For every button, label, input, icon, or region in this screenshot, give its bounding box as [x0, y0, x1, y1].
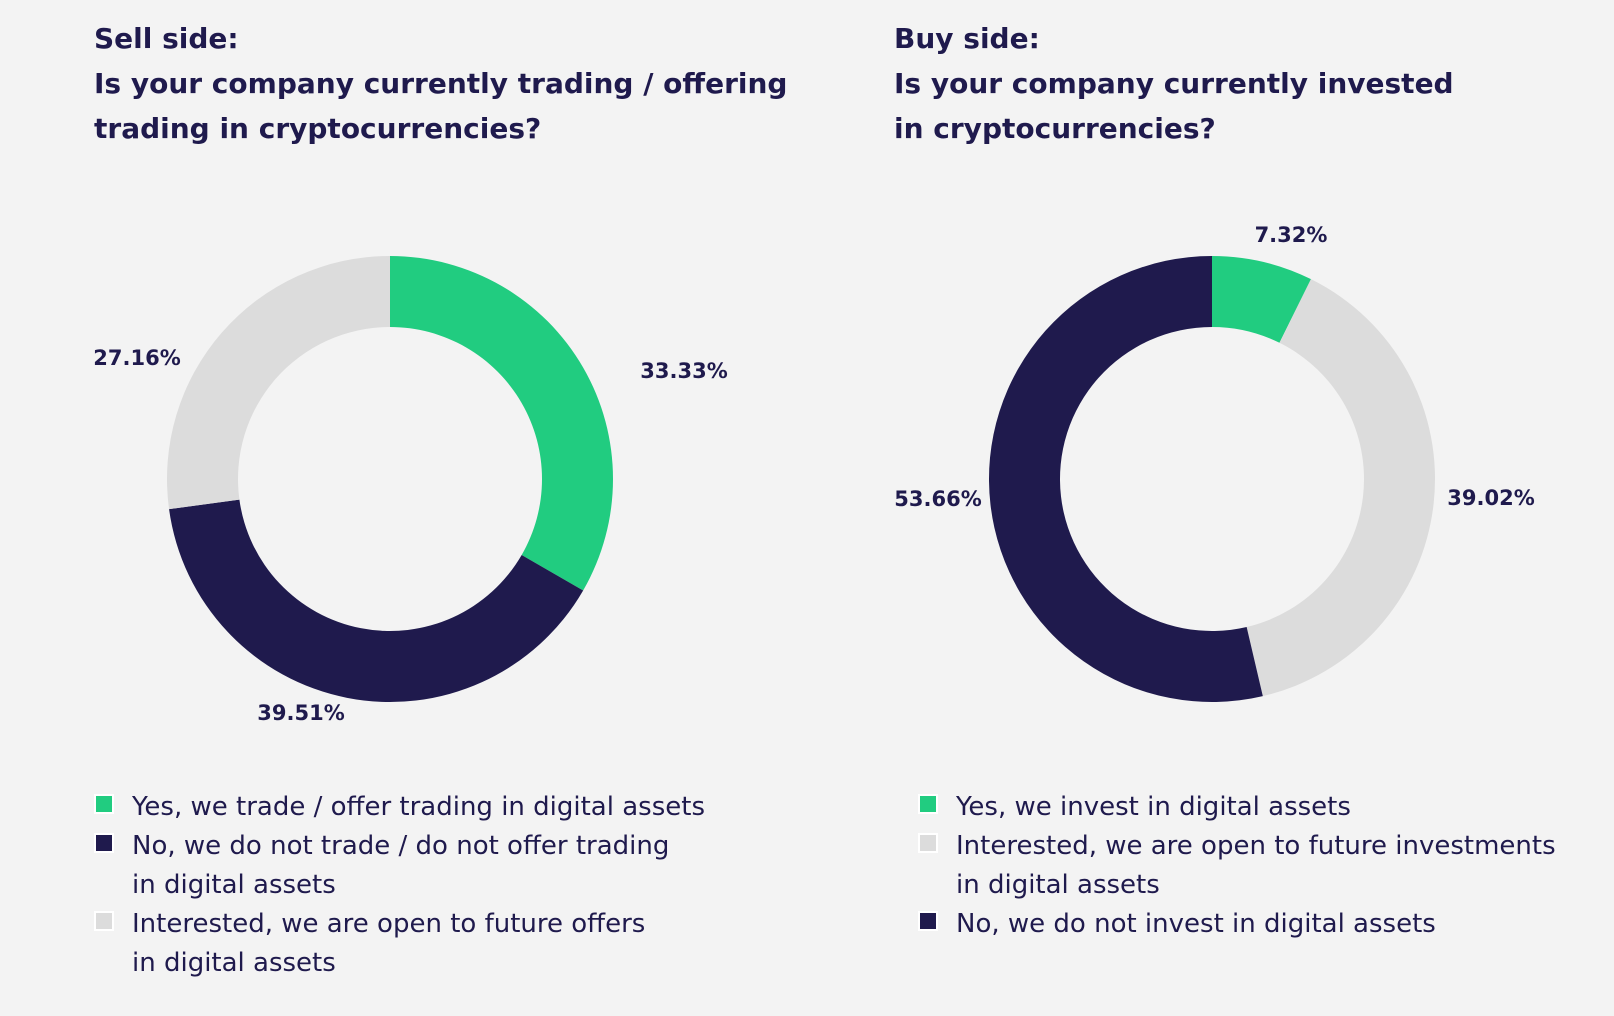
buy-side-title: Buy side: Is your company currently inve…: [894, 16, 1454, 151]
donut-slice-2: [169, 499, 584, 703]
sell-side-title: Sell side: Is your company currently tra…: [94, 16, 787, 151]
buy-side-donut-chart: 7.32% 39.02% 53.66%: [894, 223, 1535, 702]
slice-value-label: 53.66%: [894, 487, 981, 511]
sell-side-donut-chart: 33.33% 39.51% 27.16%: [93, 256, 728, 725]
legend-text-line: Interested, we are open to future invest…: [956, 831, 1556, 861]
legend-swatch-green: [94, 794, 114, 814]
legend-item: Yes, we invest in digital assets: [918, 788, 1556, 827]
legend-item: Interested, we are open to future offers…: [94, 905, 705, 983]
sell-side-panel: Sell side: Is your company currently tra…: [93, 16, 787, 983]
legend-text-line: in digital assets: [132, 870, 336, 900]
legend-item: Interested, we are open to future invest…: [918, 827, 1556, 905]
legend-text-line: No, we do not invest in digital assets: [956, 909, 1436, 939]
sell-side-title-line-1: Is your company currently trading / offe…: [94, 67, 788, 100]
legend-swatch-gray: [918, 833, 938, 853]
legend-text-line: No, we do not trade / do not offer tradi…: [132, 831, 670, 861]
legend-text-line: in digital assets: [956, 870, 1160, 900]
slice-value-label: 7.32%: [1255, 223, 1328, 247]
legend-swatch-green: [918, 794, 938, 814]
donut-slice-1: [1212, 256, 1311, 343]
buy-side-legend: Yes, we invest in digital assets Interes…: [918, 788, 1556, 944]
slice-value-label: 39.51%: [257, 701, 344, 725]
buy-side-title-label: Buy side:: [894, 22, 1040, 55]
donut-slice-1: [390, 256, 614, 591]
sell-side-title-label: Sell side:: [94, 22, 239, 55]
donut-slice-3: [166, 256, 390, 510]
legend-text-line: in digital assets: [132, 948, 336, 978]
legend-swatch-navy: [918, 911, 938, 931]
slice-value-label: 33.33%: [640, 359, 727, 383]
sell-side-title-line-2: trading in cryptocurrencies?: [94, 112, 542, 145]
legend-text-line: Interested, we are open to future offers: [132, 909, 646, 939]
donut-slice-3: [989, 256, 1263, 702]
legend-text-line: Yes, we trade / offer trading in digital…: [132, 792, 705, 822]
legend-item: No, we do not trade / do not offer tradi…: [94, 827, 705, 905]
legend-swatch-navy: [94, 833, 114, 853]
legend-text-line: Yes, we invest in digital assets: [956, 792, 1351, 822]
buy-side-title-line-1: Is your company currently invested: [894, 67, 1454, 100]
slice-value-label: 27.16%: [93, 346, 180, 370]
sell-side-legend: Yes, we trade / offer trading in digital…: [94, 788, 705, 983]
buy-side-panel: Buy side: Is your company currently inve…: [807, 0, 1614, 1016]
buy-side-title-line-2: in cryptocurrencies?: [894, 112, 1216, 145]
donut-slice-2: [1246, 279, 1435, 697]
legend-item: Yes, we trade / offer trading in digital…: [94, 788, 705, 827]
legend-swatch-gray: [94, 911, 114, 931]
slice-value-label: 39.02%: [1447, 486, 1534, 510]
legend-item: No, we do not invest in digital assets: [918, 905, 1556, 944]
